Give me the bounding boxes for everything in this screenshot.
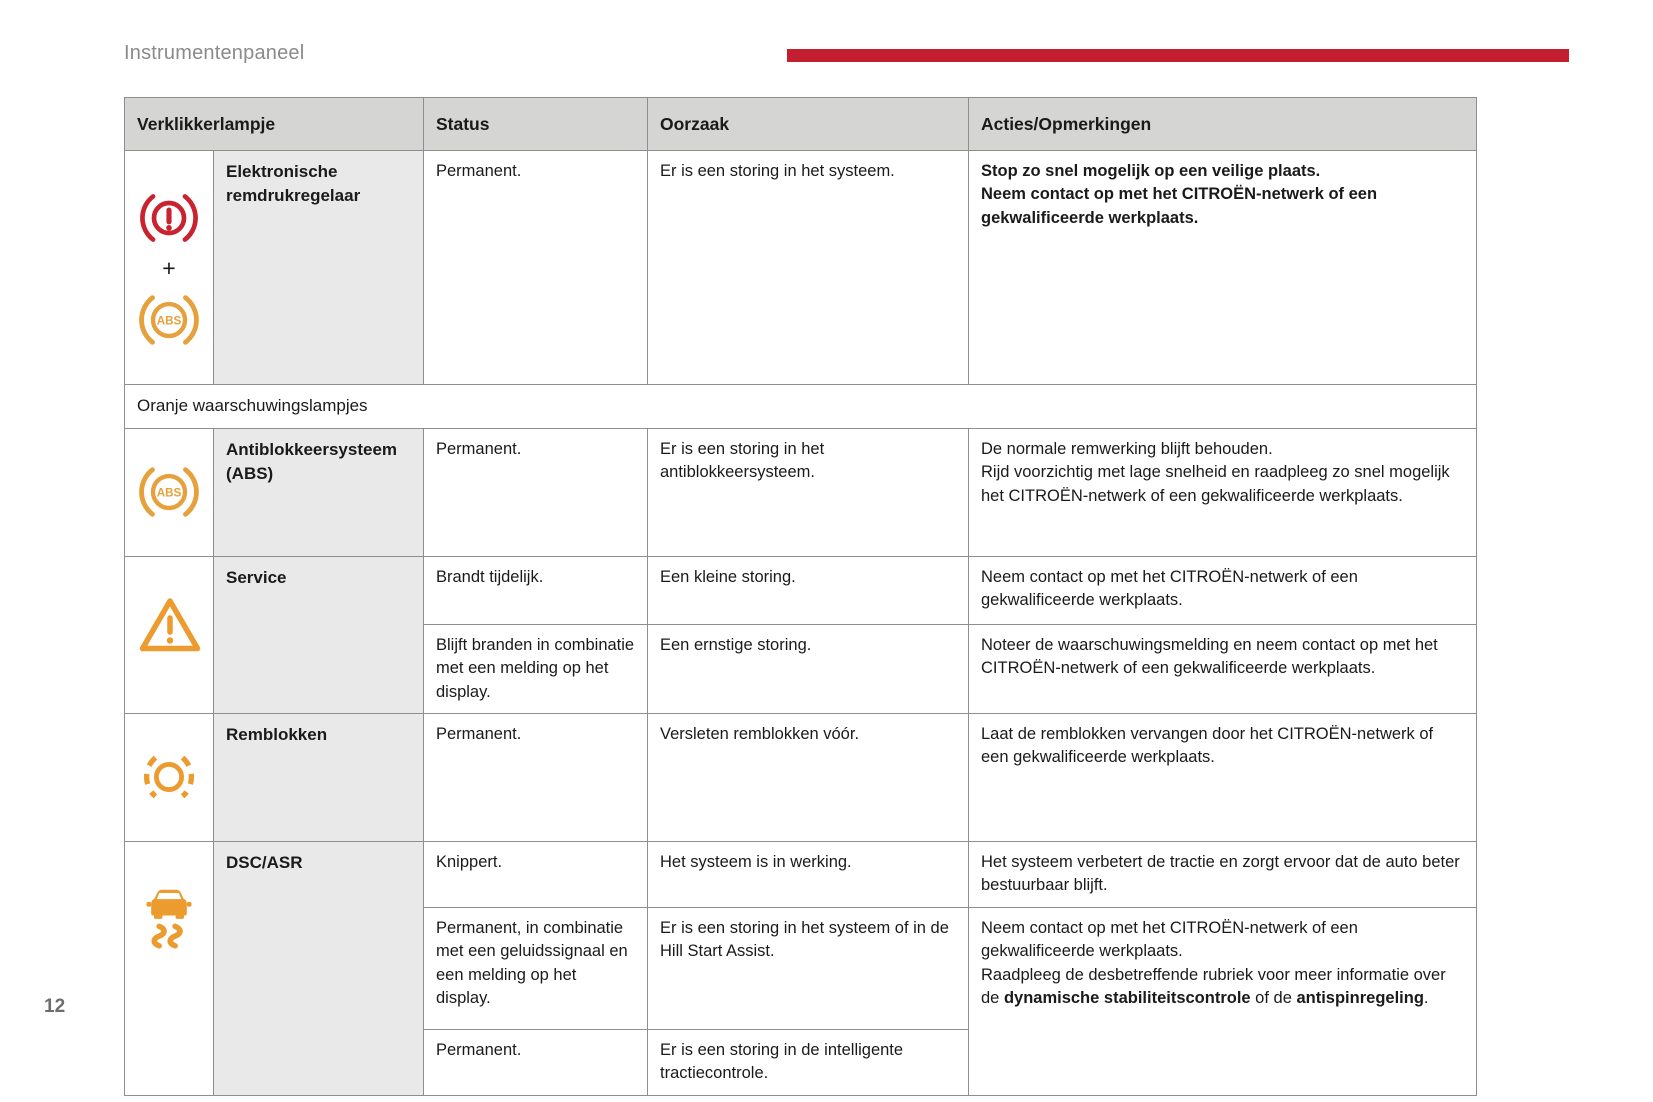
status-cell: Permanent. xyxy=(423,1028,648,1096)
light-name: Service xyxy=(213,555,424,714)
abs-icon: ABS xyxy=(139,295,199,346)
cause-cell: Een ernstige storing. xyxy=(647,623,969,714)
action-cell: Het systeem verbetert de tractie en zorg… xyxy=(968,840,1477,908)
page-number: 12 xyxy=(44,996,66,1017)
brake-pads-wear-icon xyxy=(144,755,194,799)
light-name: Elektronische remdrukregelaar xyxy=(213,150,424,385)
row-dsc-asr-fault: Permanent, in combinatie met een geluids… xyxy=(125,906,1477,1096)
table-header-row: Verklikkerlampje Status Oorzaak Acties/O… xyxy=(124,97,1477,151)
status-cell: Permanent. xyxy=(423,712,648,842)
abs-icon: ABS xyxy=(139,467,199,517)
warning-triangle-icon xyxy=(139,598,201,652)
section-label-oranje: Oranje waarschuwingslampjes xyxy=(124,383,1477,429)
action-cell: Stop zo snel mogelijk op een veilige pla… xyxy=(968,150,1477,385)
page-title: Instrumentenpaneel xyxy=(124,42,305,64)
cause-cell: Versleten remblokken vóór. xyxy=(647,712,969,842)
cause-cell: Er is een storing in het systeem of in d… xyxy=(647,906,969,1030)
warning-lights-table: Verklikkerlampje Status Oorzaak Acties/O… xyxy=(124,97,1477,1096)
section-row: Oranje waarschuwingslampjes xyxy=(124,383,1477,429)
warning-light-icons-cell xyxy=(124,840,214,1096)
car-skid-icon xyxy=(146,889,192,949)
warning-light-icons-cell: + ABS xyxy=(124,150,214,385)
icon-stack: + ABS xyxy=(137,188,201,351)
header-accent-bar xyxy=(787,49,1569,62)
cause-cell: Er is een storing in de intelligente tra… xyxy=(647,1028,969,1096)
brake-warning-icon xyxy=(140,194,198,243)
row-abs: ABS Antiblokkeersysteem (ABS) Permanent.… xyxy=(124,427,1477,557)
action-cell: Neem contact op met het CITROËN-netwerk … xyxy=(968,906,1477,1096)
light-name: DSC/ASR xyxy=(213,840,424,1096)
col-header-verklikkerlampje: Verklikkerlampje xyxy=(124,97,424,151)
plus-sign: + xyxy=(162,255,176,282)
action-cell: De normale remwerking blijft behouden. R… xyxy=(968,427,1477,557)
abs-icon-label: ABS xyxy=(157,487,182,500)
warning-light-icons-cell xyxy=(124,712,214,842)
row-remblokken: Remblokken Permanent. Versleten remblokk… xyxy=(124,712,1477,842)
abs-icon-label: ABS xyxy=(157,315,182,328)
status-cell: Permanent. xyxy=(423,427,648,557)
row-service-severe: Blijft branden in combinatie met een mel… xyxy=(125,623,1477,714)
light-name: Antiblokkeersysteem (ABS) xyxy=(213,427,424,557)
row-dsc-asr-traction-fault: Permanent. Er is een storing in de intel… xyxy=(125,1028,1477,1096)
status-cell: Knippert. xyxy=(423,840,648,908)
action-cell: Neem contact op met het CITROËN-netwerk … xyxy=(968,555,1477,625)
status-cell: Permanent, in combinatie met een geluids… xyxy=(423,906,648,1030)
status-cell: Permanent. xyxy=(423,150,648,385)
cause-cell: Er is een storing in het antiblokkeersys… xyxy=(647,427,969,557)
row-elektronische-remdrukregelaar: + ABS Elektronische remdrukregelaar Perm… xyxy=(124,150,1477,385)
status-cell: Brandt tijdelijk. xyxy=(423,555,648,625)
row-dsc-asr: DSC/ASR Knippert. Het systeem is in werk… xyxy=(124,840,1477,1096)
status-cell: Blijft branden in combinatie met een mel… xyxy=(423,623,648,714)
row-service: Service Brandt tijdelijk. Een kleine sto… xyxy=(124,555,1477,714)
col-header-status: Status xyxy=(423,97,648,151)
col-header-acties: Acties/Opmerkingen xyxy=(968,97,1477,151)
warning-light-icons-cell xyxy=(124,555,214,714)
action-cell: Noteer de waarschuwingsmelding en neem c… xyxy=(968,623,1477,714)
warning-light-icons-cell: ABS xyxy=(124,427,214,557)
cause-cell: Er is een storing in het systeem. xyxy=(647,150,969,385)
cause-cell: Een kleine storing. xyxy=(647,555,969,625)
action-cell: Laat de remblokken vervangen door het CI… xyxy=(968,712,1477,842)
light-name: Remblokken xyxy=(213,712,424,842)
col-header-oorzaak: Oorzaak xyxy=(647,97,969,151)
cause-cell: Het systeem is in werking. xyxy=(647,840,969,908)
